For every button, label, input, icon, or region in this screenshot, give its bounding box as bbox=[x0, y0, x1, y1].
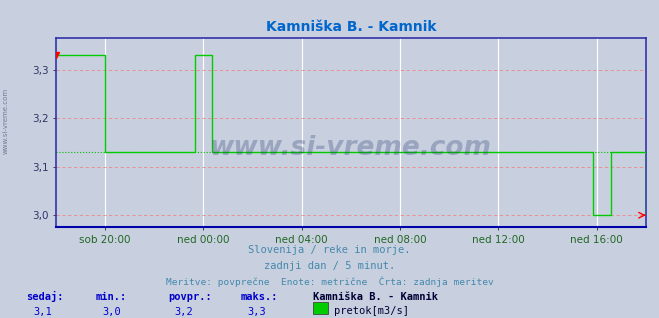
Text: povpr.:: povpr.: bbox=[168, 292, 212, 301]
Text: zadnji dan / 5 minut.: zadnji dan / 5 minut. bbox=[264, 261, 395, 271]
Text: 3,3: 3,3 bbox=[247, 307, 266, 317]
Text: pretok[m3/s]: pretok[m3/s] bbox=[334, 306, 409, 315]
Text: min.:: min.: bbox=[96, 292, 127, 301]
Text: www.si-vreme.com: www.si-vreme.com bbox=[3, 88, 9, 154]
Text: Meritve: povprečne  Enote: metrične  Črta: zadnja meritev: Meritve: povprečne Enote: metrične Črta:… bbox=[165, 276, 494, 287]
Text: Kamniška B. - Kamnik: Kamniška B. - Kamnik bbox=[313, 292, 438, 301]
Text: sedaj:: sedaj: bbox=[26, 291, 64, 301]
Text: 3,1: 3,1 bbox=[33, 307, 51, 317]
Text: 3,0: 3,0 bbox=[102, 307, 121, 317]
Text: maks.:: maks.: bbox=[241, 292, 278, 301]
Title: Kamniška B. - Kamnik: Kamniška B. - Kamnik bbox=[266, 20, 436, 34]
Text: www.si-vreme.com: www.si-vreme.com bbox=[210, 135, 492, 161]
Text: 3,2: 3,2 bbox=[175, 307, 193, 317]
Text: Slovenija / reke in morje.: Slovenija / reke in morje. bbox=[248, 245, 411, 255]
